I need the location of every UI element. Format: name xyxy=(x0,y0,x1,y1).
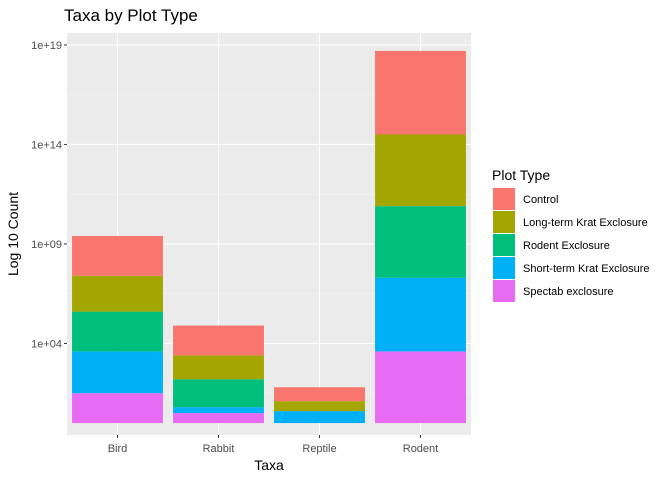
x-axis-title: Taxa xyxy=(254,457,284,473)
y-tick-label: 1e+04 xyxy=(31,338,62,350)
legend-key xyxy=(493,257,515,279)
x-tick-label-rodent: Rodent xyxy=(403,443,438,455)
bar-segment-bird-spectab-exclosure xyxy=(72,393,163,424)
legend-key xyxy=(493,188,515,210)
bar-segment-rodent-long-term-krat-exclosure xyxy=(375,134,466,207)
legend-label: Spectab exclosure xyxy=(523,286,614,298)
legend-key xyxy=(493,280,515,302)
bar-segment-rodent-control xyxy=(375,50,466,135)
chart-title: Taxa by Plot Type xyxy=(64,6,198,25)
bar-segment-reptile-short-term-krat-exclosure xyxy=(274,411,365,424)
bar-segment-bird-control xyxy=(72,235,163,276)
bar-segment-rodent-rodent-exclosure xyxy=(375,206,466,278)
x-tick-label-rabbit: Rabbit xyxy=(203,443,235,455)
legend-label: Long-term Krat Exclosure xyxy=(523,217,648,229)
bar-segment-rabbit-control xyxy=(173,325,264,356)
bar-segment-rabbit-short-term-krat-exclosure xyxy=(173,407,264,414)
bar-segment-bird-rodent-exclosure xyxy=(72,311,163,352)
legend-label: Control xyxy=(523,194,558,206)
bars xyxy=(72,50,466,424)
bar-segment-bird-short-term-krat-exclosure xyxy=(72,351,163,394)
x-tick-label-reptile: Reptile xyxy=(302,443,336,455)
bar-segment-reptile-long-term-krat-exclosure xyxy=(274,401,365,412)
legend-key xyxy=(493,234,515,256)
x-tick-label-bird: Bird xyxy=(108,443,128,455)
legend-label: Short-term Krat Exclosure xyxy=(523,263,650,275)
bar-segment-reptile-control xyxy=(274,387,365,402)
bar-segment-bird-long-term-krat-exclosure xyxy=(72,275,163,312)
bar-segment-rodent-short-term-krat-exclosure xyxy=(375,277,466,352)
legend-key xyxy=(493,211,515,233)
bar-segment-rodent-spectab-exclosure xyxy=(375,351,466,424)
bar-segment-rabbit-rodent-exclosure xyxy=(173,379,264,408)
y-tick-label: 1e+14 xyxy=(31,139,62,151)
legend-label: Rodent Exclosure xyxy=(523,240,610,252)
legend: Plot Type Control Long-term Krat Exclosur… xyxy=(492,167,650,302)
bar-segment-rabbit-long-term-krat-exclosure xyxy=(173,355,264,380)
legend-title: Plot Type xyxy=(492,167,550,183)
y-tick-label: 1e+09 xyxy=(31,239,62,251)
y-axis: 1e+04 1e+09 1e+14 1e+19 xyxy=(31,40,67,350)
x-axis: Bird Rabbit Reptile Rodent xyxy=(108,435,438,455)
y-axis-title: Log 10 Count xyxy=(5,192,21,276)
bar-segment-rabbit-spectab-exclosure xyxy=(173,413,264,424)
y-tick-label: 1e+19 xyxy=(31,40,62,52)
